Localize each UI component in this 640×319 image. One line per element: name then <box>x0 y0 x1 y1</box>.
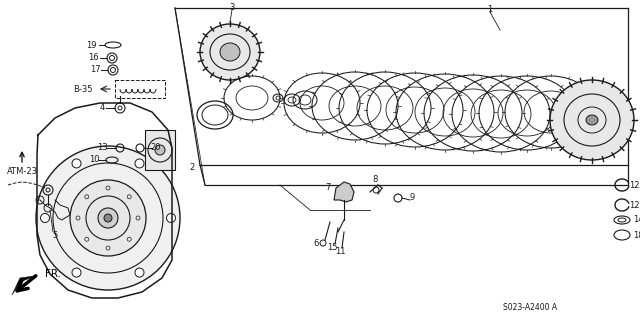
Text: FR.: FR. <box>45 269 61 279</box>
Text: 15: 15 <box>327 243 337 253</box>
Circle shape <box>135 159 144 168</box>
Circle shape <box>70 180 146 256</box>
Circle shape <box>104 214 112 222</box>
Ellipse shape <box>220 43 240 61</box>
Text: 6: 6 <box>314 239 319 248</box>
Text: 13: 13 <box>97 144 108 152</box>
Text: 4: 4 <box>99 103 104 113</box>
Text: 11: 11 <box>335 248 345 256</box>
Circle shape <box>166 213 175 222</box>
Text: 19: 19 <box>86 41 96 49</box>
Text: S023-A2400 A: S023-A2400 A <box>503 303 557 313</box>
Text: 2: 2 <box>189 164 195 173</box>
Text: 8: 8 <box>372 175 378 184</box>
Text: 1: 1 <box>488 5 493 14</box>
Bar <box>115 80 165 98</box>
Text: 7: 7 <box>325 183 331 192</box>
Circle shape <box>72 159 81 168</box>
Text: 18: 18 <box>633 231 640 240</box>
Ellipse shape <box>550 80 634 160</box>
Circle shape <box>98 208 118 228</box>
Circle shape <box>135 268 144 277</box>
Circle shape <box>36 146 180 290</box>
Ellipse shape <box>200 24 260 80</box>
Text: 16: 16 <box>88 54 99 63</box>
Text: 9: 9 <box>410 194 415 203</box>
Ellipse shape <box>586 115 598 125</box>
Text: 20: 20 <box>151 144 161 152</box>
Text: 14: 14 <box>633 216 640 225</box>
Circle shape <box>155 145 165 155</box>
Circle shape <box>40 213 49 222</box>
Text: 3: 3 <box>229 4 235 12</box>
Text: 17: 17 <box>90 65 100 75</box>
Polygon shape <box>12 276 35 295</box>
Text: 12: 12 <box>628 201 639 210</box>
Text: 10: 10 <box>89 155 99 165</box>
Bar <box>145 130 175 170</box>
Text: ATM-23: ATM-23 <box>6 167 38 176</box>
Text: B-35: B-35 <box>74 85 93 93</box>
Circle shape <box>72 268 81 277</box>
Text: 5: 5 <box>52 231 58 240</box>
Polygon shape <box>334 182 354 202</box>
Text: 12: 12 <box>628 181 639 189</box>
